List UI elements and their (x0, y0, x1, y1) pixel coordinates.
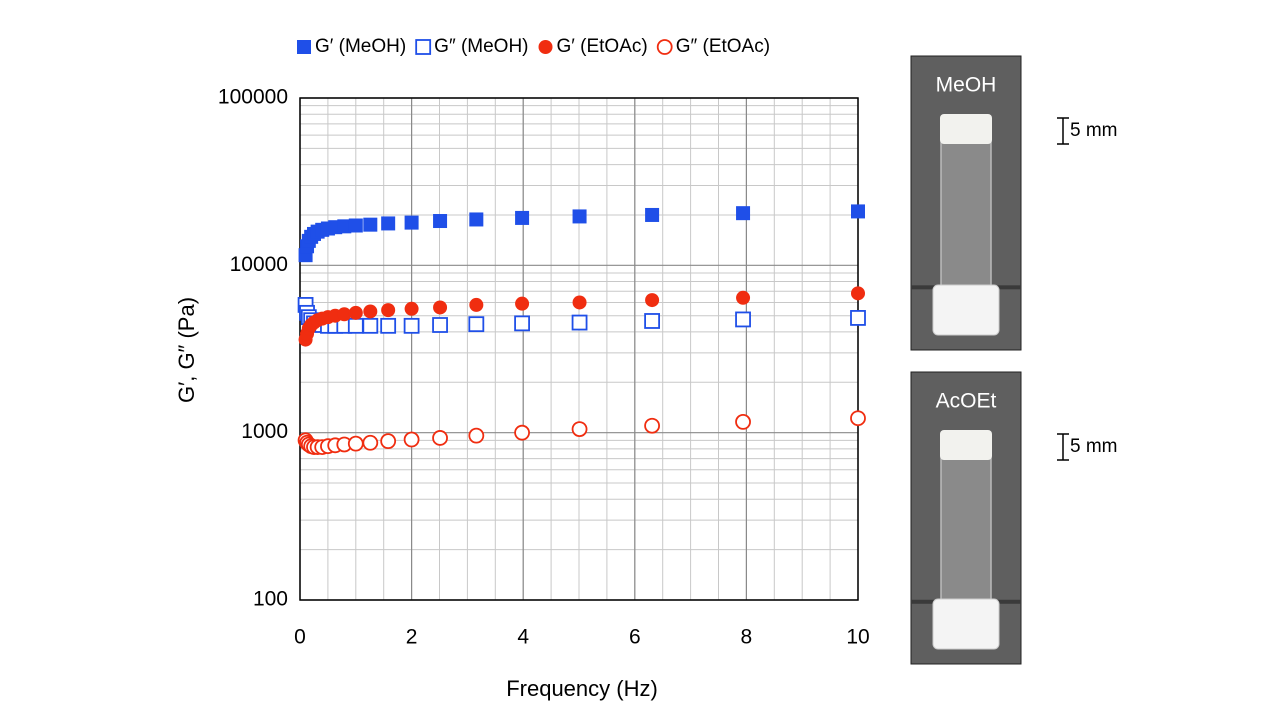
photo-label: MeOH (936, 74, 997, 97)
x-axis-title: Frequency (Hz) (506, 676, 658, 701)
marker (337, 307, 352, 322)
marker (432, 317, 448, 333)
marker (645, 207, 660, 222)
x-tick-label: 6 (629, 626, 641, 649)
y-tick-label: 1000 (241, 420, 288, 443)
scale-label: 5 mm (1070, 120, 1118, 141)
y-axis-title: G′, G″ (Pa) (174, 297, 199, 403)
marker (362, 317, 379, 334)
vial-body (940, 120, 992, 306)
vial-body (940, 436, 992, 620)
marker (432, 430, 448, 446)
vial-cap (932, 284, 1000, 336)
x-tick-label: 0 (294, 626, 306, 649)
marker (735, 311, 751, 328)
y-tick-label: 100 (253, 588, 288, 611)
marker (645, 293, 660, 308)
marker (571, 314, 588, 331)
marker (850, 410, 866, 427)
photos: MeOH 5 mm AcOEt 5 mm (910, 55, 1118, 665)
marker (469, 297, 484, 312)
marker (851, 204, 865, 219)
marker (403, 431, 420, 448)
marker (380, 317, 397, 334)
vial-top (940, 114, 992, 144)
marker (851, 286, 865, 301)
marker (571, 421, 588, 438)
marker (363, 304, 378, 319)
legend-label: G″ (EtOAc) (676, 36, 770, 57)
marker (644, 417, 660, 434)
marker (381, 303, 396, 318)
marker (572, 209, 587, 224)
marker (404, 215, 419, 230)
legend-marker (538, 40, 553, 54)
marker (736, 206, 751, 221)
marker (403, 317, 420, 334)
legend-label: G″ (MeOH) (434, 36, 528, 57)
marker (381, 216, 396, 231)
y-tick-label: 10000 (230, 253, 288, 276)
marker (363, 217, 378, 232)
vial-cap (932, 598, 1000, 650)
marker (348, 218, 363, 233)
photo-label: AcOEt (936, 390, 997, 413)
x-tick-label: 8 (741, 626, 753, 649)
marker (514, 315, 530, 332)
x-tick-label: 2 (406, 626, 418, 649)
vial-top (940, 430, 992, 460)
legend-marker (415, 39, 432, 55)
y-tick-label: 100000 (218, 86, 288, 109)
marker (347, 317, 364, 334)
marker (735, 413, 751, 430)
marker (515, 210, 530, 225)
marker (433, 214, 448, 229)
legend-marker (297, 40, 311, 54)
marker (337, 219, 352, 234)
marker (468, 316, 485, 333)
marker (572, 295, 587, 310)
marker (380, 433, 397, 450)
marker (736, 290, 751, 305)
marker (514, 424, 530, 441)
marker (468, 427, 485, 444)
marker (362, 434, 379, 451)
marker (433, 300, 448, 315)
plot-frame (299, 97, 859, 601)
marker (404, 301, 419, 316)
scale-label: 5 mm (1070, 436, 1118, 457)
marker (850, 310, 866, 326)
legend-label: G′ (MeOH) (315, 36, 406, 57)
marker (348, 305, 363, 320)
marker (515, 296, 530, 311)
x-tick-label: 4 (517, 626, 529, 649)
x-tick-label: 10 (846, 626, 869, 649)
marker (347, 435, 364, 452)
legend-marker (656, 39, 673, 55)
legend-label: G′ (EtOAc) (557, 36, 648, 57)
marker (644, 313, 660, 329)
marker (469, 212, 484, 227)
